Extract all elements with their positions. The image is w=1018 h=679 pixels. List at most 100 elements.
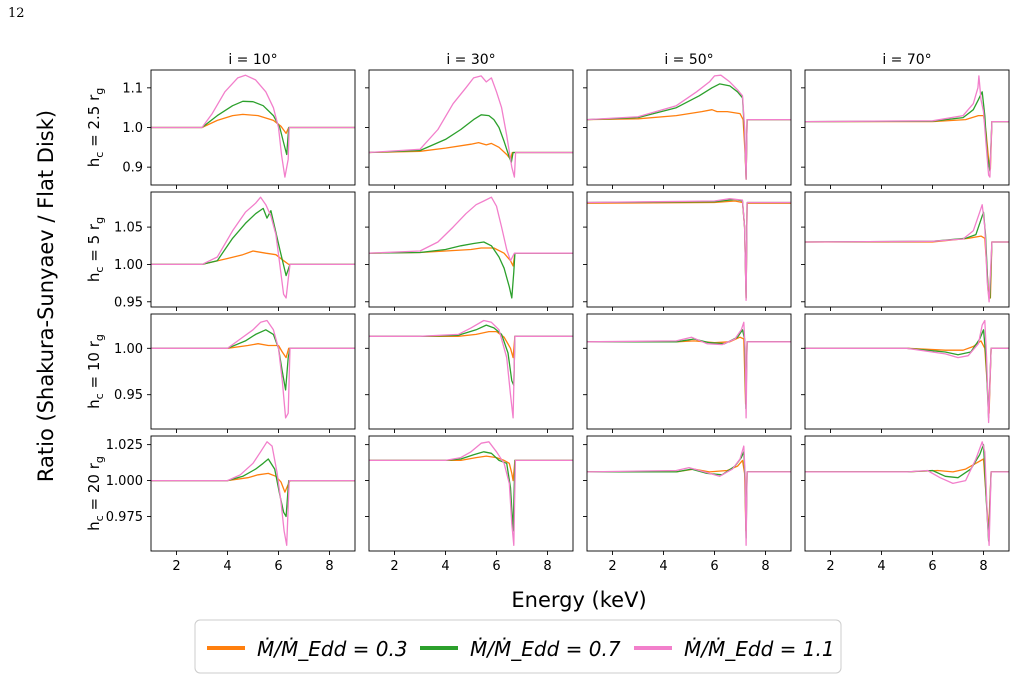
panel-r1-c0: 0.95 1.00 1.05 hc = 5 rg [85,191,356,311]
panels-layer: 0.91.01.1i = 10°hc = 2.5 rgi = 30° i = 50… [85,52,1010,574]
column-title: i = 30° [446,52,495,68]
series-line-1.1 [805,204,1009,303]
y-tick-label: 0.9 [122,161,143,176]
column-title: i = 50° [664,52,713,68]
x-tick-label: 6 [492,559,500,574]
panel-r2-c3 [801,313,1010,433]
panel-r3-c2: 2 4 6 8 [583,435,792,574]
row-label-rest: = 2.5 r [85,94,103,152]
x-tick-label: 4 [223,559,231,574]
row-label-sub: c [93,267,106,273]
y-tick-label: 1.0 [122,121,143,136]
panel-r0-c3: i = 70° [801,52,1010,189]
row-label-sub2: g [93,334,106,341]
row-label-main: h [85,273,103,283]
series-line-0.7 [369,324,573,387]
series-line-0.3 [369,455,573,482]
legend-label-0.3: Ṁ/Ṁ_Edd = 0.3 [257,637,408,661]
page-number: 12 [8,6,25,21]
x-tick-label: 2 [826,559,834,574]
series-line-0.3 [805,340,1009,414]
series-line-0.7 [805,443,1009,542]
series-line-0.3 [805,458,1009,532]
panel-series-group [369,75,573,178]
series-line-1.1 [805,319,1009,424]
panel-series-group [369,319,573,419]
series-line-0.3 [587,200,791,299]
panel-series-group [805,75,1009,178]
series-line-0.3 [369,247,573,267]
x-tick-label: 6 [274,559,282,574]
y-tick-label: 1.00 [114,258,143,273]
y-tick-label: 1.025 [106,438,143,453]
x-tick-label: 4 [659,559,667,574]
panel-series-group [587,198,791,301]
row-label: hc = 20 rg [85,456,106,531]
series-line-0.7 [587,83,791,180]
panel-frame [804,435,1010,552]
y-tick-label: 0.95 [114,388,143,403]
panel-frame [150,191,356,308]
series-line-1.1 [151,441,355,546]
panel-r2-c2 [583,313,792,433]
series-line-1.1 [805,75,1009,178]
x-tick-label: 4 [877,559,885,574]
row-label-main: h [85,158,103,168]
row-label-rest: = 10 r [85,340,103,393]
row-label: hc = 5 rg [85,217,106,282]
legend: Ṁ/Ṁ_Edd = 0.3 Ṁ/Ṁ_Edd = 0.7 Ṁ/Ṁ_Edd = 1.… [194,619,842,674]
row-label-sub2: g [93,456,106,463]
panel-r0-c0: 0.9 1.0 1.1 i = 10° hc = 2.5 rg [85,52,356,189]
series-line-0.7 [151,329,355,391]
x-tick-label: 8 [325,559,333,574]
series-line-0.7 [587,451,791,539]
series-line-1.1 [369,319,573,419]
x-tick-label: 2 [390,559,398,574]
series-line-1.1 [587,198,791,301]
series-line-0.3 [151,472,355,493]
panel-r2-c1 [365,313,574,433]
panel-series-group [587,74,791,180]
panel-frame [150,313,356,430]
row-label: hc = 2.5 rg [85,88,106,167]
series-line-0.7 [805,91,1009,172]
panel-frame [586,191,792,308]
x-tick-label: 8 [979,559,987,574]
panel-frame [804,313,1010,430]
panel-r3-c1: 2 4 6 8 [365,435,574,574]
panel-frame [368,313,574,430]
series-line-0.7 [151,458,355,518]
series-line-1.1 [369,75,573,178]
series-line-1.1 [587,321,791,419]
series-line-0.7 [369,241,573,299]
panel-r0-c1: i = 30° [365,52,574,189]
series-line-0.7 [151,100,355,156]
series-line-1.1 [587,74,791,180]
panel-r1-c3 [801,191,1010,311]
panel-frame [368,191,574,308]
x-tick-label: 2 [172,559,180,574]
row-label-sub2: g [93,217,106,224]
row-label: hc = 10 rg [85,334,106,409]
series-line-0.7 [151,207,355,277]
x-tick-label: 6 [928,559,936,574]
series-line-0.3 [151,343,355,359]
series-line-0.7 [587,198,791,299]
column-title: i = 70° [882,52,931,68]
y-tick-label: 0.95 [114,295,143,310]
series-line-0.3 [805,114,1009,170]
x-tick-label: 8 [543,559,551,574]
panel-r1-c2 [583,191,792,311]
x-axis-title: Energy (keV) [511,588,646,612]
panel-series-group [805,204,1009,303]
panel-frame [586,313,792,430]
panel-frame [804,191,1010,308]
panel-frame [150,435,356,552]
series-line-1.1 [805,441,1009,546]
legend-label-0.7: Ṁ/Ṁ_Edd = 0.7 [470,637,621,661]
panel-frame [368,435,574,552]
series-line-1.1 [151,74,355,178]
panel-series-group [151,74,355,178]
series-line-1.1 [587,445,791,546]
y-tick-label: 1.1 [122,81,143,96]
